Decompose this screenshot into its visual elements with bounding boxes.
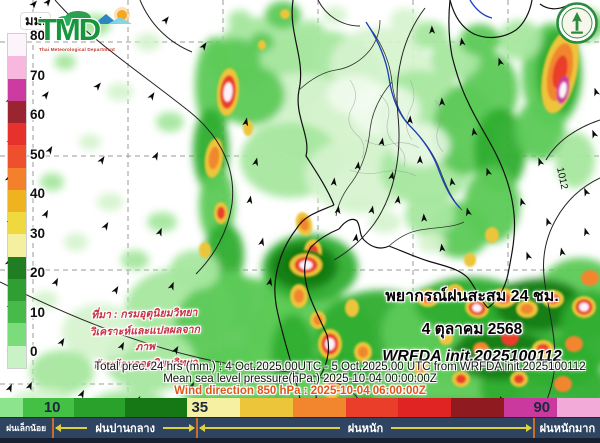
seal-base-icon (571, 31, 583, 34)
legend-color-segment (239, 398, 293, 417)
legend-category-label: ฝนหนัก (347, 423, 384, 435)
rainfall-scale-colorbar (8, 34, 26, 368)
legend-arrow-line (162, 424, 196, 432)
scale-color-segment (8, 256, 26, 279)
legend-color-segment (0, 398, 23, 417)
forecast-annotation: พยากรณ์ฝนสะสม 24 ชม. 4 ตุลาคม 2568 WRFDA… (352, 284, 592, 366)
scale-tick-label: 40 (30, 186, 46, 201)
scale-color-segment (8, 278, 26, 302)
scale-tick-label: 50 (30, 146, 46, 162)
seal-crest-icon (572, 12, 582, 31)
scale-color-segment (8, 167, 26, 190)
scale-color-segment (8, 34, 26, 57)
caption-wind-850: Wind direction 850 hPa : 2025-10-04 06:0… (174, 385, 426, 397)
scale-color-segment (8, 189, 26, 213)
legend-color-segment (398, 398, 452, 417)
tmd-logo: TMD Thai Meteorological Department (36, 5, 152, 53)
mountain-2-icon (108, 17, 132, 24)
legend-threshold-value: 10 (43, 399, 61, 416)
caption-mslp: Mean sea level pressure(hPa.) 2025-10-04… (163, 373, 437, 385)
mountain-icon (94, 14, 118, 24)
legend-categories: ฝนเล็กน้อย ฝนปานกลาง ฝนหนัก ฝนหนักมาก (0, 417, 600, 438)
scale-tick-label: 0 (30, 344, 38, 359)
legend-category-label: ฝนหนักมาก (539, 423, 596, 435)
tmd-logo-art (56, 7, 132, 26)
rain-intensity-legend: 10 35 90 ฝนเล็กน้อย ฝนปานกลาง ฝนหนัก ฝนหนักมา… (0, 398, 600, 443)
legend-color-segment (73, 398, 125, 417)
legend-category-label: ฝนปานกลาง (95, 423, 155, 435)
legend-color-segment (124, 398, 188, 417)
legend-color-segment (345, 398, 399, 417)
legend-arrow-line (199, 424, 340, 432)
scale-color-segment (8, 100, 26, 124)
tmd-logo-text: TMD (38, 12, 101, 47)
scale-color-segment (8, 145, 26, 168)
legend-threshold-value: 90 (533, 399, 551, 416)
legend-category-label: ฝนเล็กน้อย (6, 423, 47, 433)
legend-color-segment (22, 398, 74, 417)
scale-tick-label: 80 (30, 28, 46, 43)
legend-footer-strip (0, 438, 600, 443)
scale-color-segment (8, 123, 26, 146)
forecast-title: พยากรณ์ฝนสะสม 24 ชม. (385, 288, 559, 305)
isobar-value-label: 1012 (554, 166, 569, 190)
legend-color-segment (187, 398, 240, 417)
river-layer (365, 0, 493, 209)
scale-color-segment (8, 78, 26, 101)
legend-arrow-line (55, 424, 88, 432)
heavy-rain-cells-layer (199, 9, 599, 437)
tree-canopy-2-icon (56, 16, 74, 26)
legend-color-segment (451, 398, 504, 417)
department-seal-logo (556, 2, 598, 44)
seal-art (556, 2, 598, 44)
scale-color-segment (8, 234, 26, 257)
legend-color-segment (292, 398, 346, 417)
scale-color-segment (8, 345, 26, 368)
scale-color-segment (8, 323, 26, 346)
caption-total-precip: Total prec. 24 hrs (mm.) : 4 Oct.2025.00… (94, 361, 586, 373)
forecast-date: 4 ตุลาคม 2568 (421, 321, 523, 338)
tmd-logo-subtitle: Thai Meteorological Department (39, 47, 115, 52)
unit-label: มม. (20, 12, 51, 30)
legend-category: ฝนหนัก (196, 418, 533, 438)
province-boundaries-layer (348, 79, 444, 177)
scale-tick-label: 60 (30, 107, 46, 122)
scale-tick-label: 20 (30, 265, 46, 280)
coastline-layer (274, 0, 567, 443)
legend-arrow-line (391, 424, 532, 432)
legend-color-segment (556, 398, 600, 417)
legend-threshold-value: 35 (191, 399, 209, 416)
watermark-line-2: วิเคราะห์และแปลผลจากภาพ (89, 323, 201, 354)
pressure-label: 1012 (554, 166, 569, 190)
scale-color-segment (8, 56, 26, 79)
legend-category: ฝนหนักมาก (532, 418, 600, 438)
legend-colorbar: 10 35 90 (0, 398, 600, 417)
legend-category: ฝนปานกลาง (52, 418, 196, 438)
scale-tick-label: 30 (30, 225, 46, 241)
legend-color-segment (503, 398, 557, 417)
scale-tick-label: 70 (30, 67, 46, 83)
legend-category: ฝนเล็กน้อย (0, 418, 52, 438)
scale-tick-label: 10 (30, 304, 46, 320)
scale-color-segment (8, 301, 26, 324)
model-init-label: WRFDA init.2025100112 (382, 348, 562, 365)
scale-color-segment (8, 212, 26, 235)
